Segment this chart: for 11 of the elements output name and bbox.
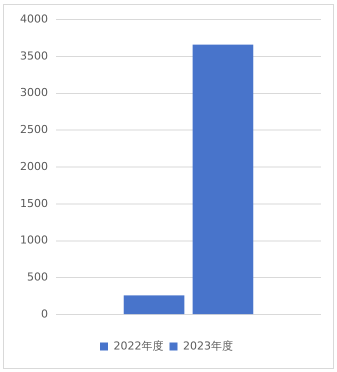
y-tick-label: 2000 — [20, 160, 48, 173]
y-tick-label: 1000 — [20, 234, 48, 247]
y-tick-label: 2500 — [20, 123, 48, 136]
y-tick-label: 3500 — [20, 49, 48, 62]
y-tick-label: 0 — [40, 307, 48, 320]
y-tick-label: 500 — [26, 270, 48, 284]
y-tick-label: 1500 — [20, 196, 48, 210]
legend-label: 2022年度 — [114, 339, 164, 352]
y-tick-label: 4000 — [20, 12, 48, 26]
legend-label: 2023年度 — [183, 339, 233, 352]
y-tick-label: 3000 — [20, 86, 48, 100]
